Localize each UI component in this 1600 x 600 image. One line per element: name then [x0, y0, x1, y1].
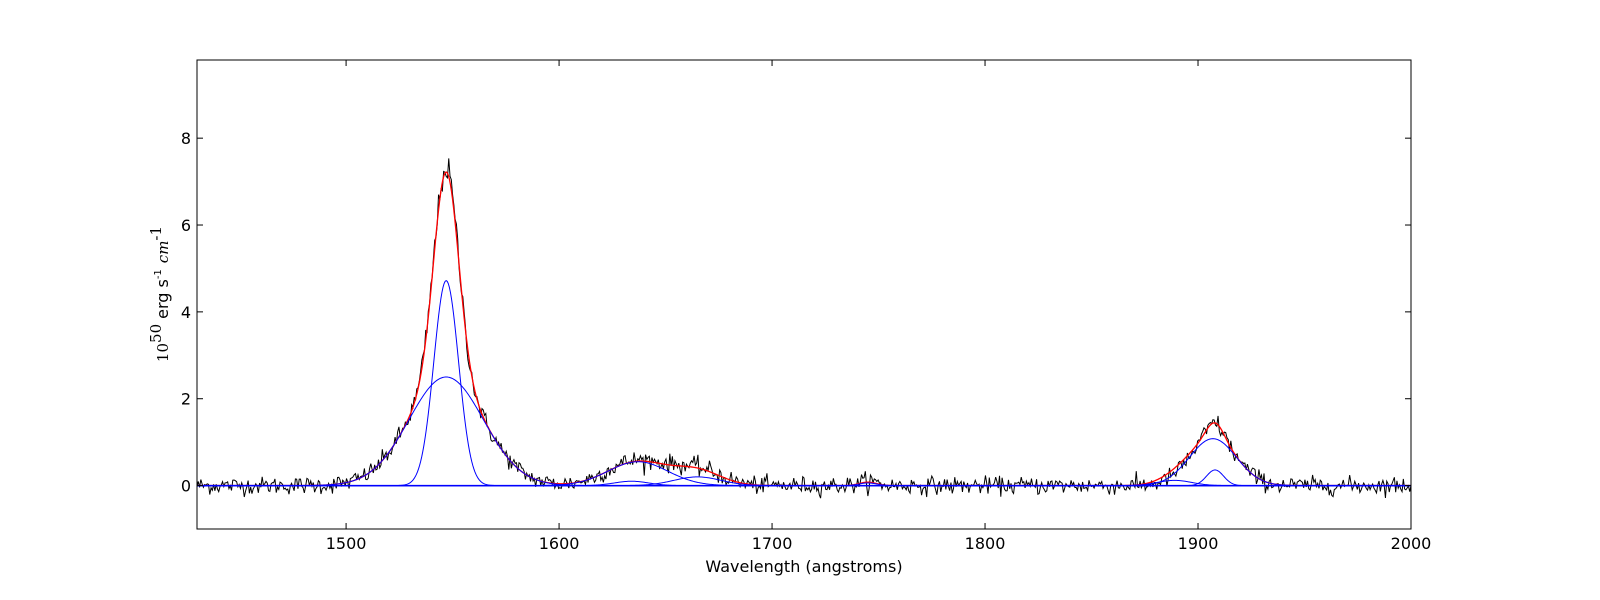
plot-frame: [196, 59, 1412, 530]
series-line-2: [197, 279, 1411, 487]
ylabel-unit: erg s: [153, 279, 172, 319]
series-line-1: [197, 171, 1411, 487]
y-tick-label: 4: [181, 303, 191, 322]
y-axis-ticks: 0 2 4 6 8: [181, 129, 1411, 496]
x-tick-label: 1600: [539, 534, 580, 553]
series-line-0: [197, 158, 1411, 499]
y-tick-label: 8: [181, 129, 191, 148]
x-tick-label: 1700: [752, 534, 793, 553]
series-line-3: [197, 376, 1411, 487]
x-axis-ticks: 1500 1600 1700 1800 1900 2000: [326, 60, 1432, 553]
x-tick-label: 1900: [1178, 534, 1219, 553]
ylabel-base: 10: [154, 343, 172, 362]
x-tick-label: 2000: [1391, 534, 1432, 553]
ylabel-exponent: 50: [147, 324, 165, 343]
y-tick-label: 0: [181, 477, 191, 496]
ylabel-unit2-exponent: -1: [147, 226, 165, 241]
series-layer: [197, 158, 1411, 499]
y-axis-title: 1050erg s-1cm-1: [147, 226, 172, 362]
y-tick-label: 6: [181, 216, 191, 235]
x-tick-label: 1800: [965, 534, 1006, 553]
ylabel-unit-exponent: -1: [153, 269, 164, 279]
y-tick-label: 2: [181, 390, 191, 409]
x-axis-title: Wavelength (angstroms): [705, 557, 902, 576]
x-tick-label: 1500: [326, 534, 367, 553]
ylabel-unit2: cm: [154, 241, 172, 264]
